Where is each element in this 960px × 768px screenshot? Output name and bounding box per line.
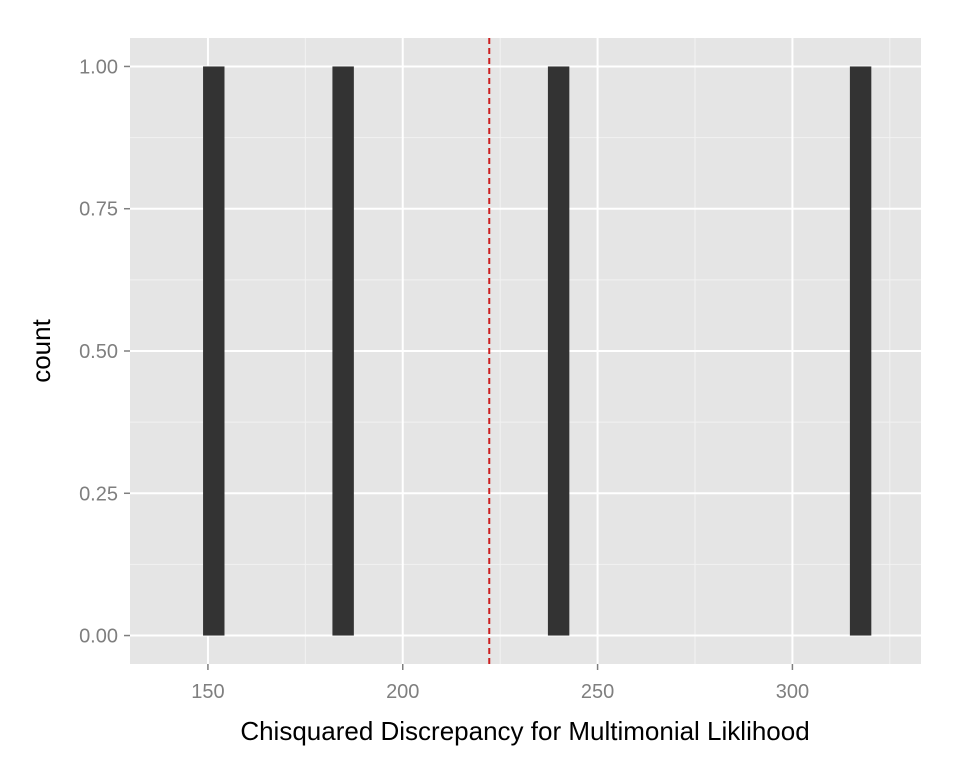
histogram-bar [547,66,570,636]
x-axis-title: Chisquared Discrepancy for Multimonial L… [240,716,809,746]
y-tick-label: 1.00 [79,56,118,78]
y-axis-ticks: 0.00 0.25 0.50 0.75 1.00 [79,56,130,648]
y-tick-label: 0.25 [79,483,118,505]
histogram-bar [203,66,225,636]
x-tick-label: 150 [191,681,224,703]
y-tick-label: 0.75 [79,199,118,221]
histogram-bars [203,66,872,636]
x-axis-ticks: 150 200 250 300 [191,664,809,703]
y-tick-label: 0.00 [79,626,118,648]
y-axis-title: count [26,318,56,382]
x-tick-label: 200 [386,681,419,703]
x-tick-label: 300 [776,681,809,703]
x-tick-label: 250 [581,681,614,703]
histogram-bar [849,66,872,636]
y-tick-label: 0.50 [79,341,118,363]
histogram-bar [332,66,354,636]
